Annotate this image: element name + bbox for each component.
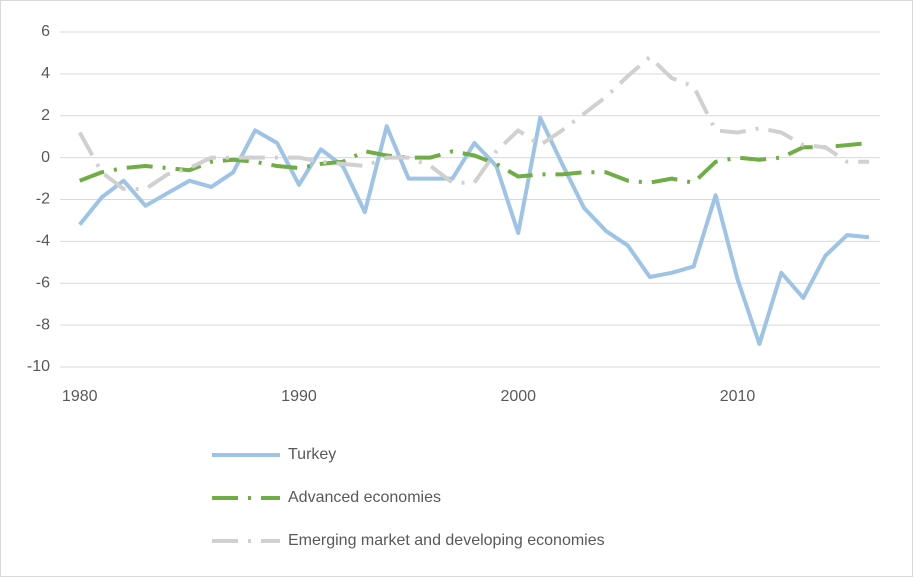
y-tick-label: -2	[36, 191, 50, 208]
x-tick-label: 2000	[500, 388, 536, 405]
y-tick-label: -10	[27, 358, 50, 375]
series-line	[78, 115, 870, 346]
legend-label: Emerging market and developing economies	[288, 532, 605, 549]
y-tick-label: -6	[36, 274, 50, 291]
series-line	[78, 141, 870, 185]
y-tick-label: 0	[41, 149, 50, 166]
y-tick-label: 2	[41, 107, 50, 124]
legend-label: Advanced economies	[288, 489, 441, 506]
series-line	[77, 55, 869, 191]
y-tick-label: 4	[41, 65, 50, 82]
y-tick-label: 6	[41, 23, 50, 40]
x-tick-label: 1980	[62, 388, 98, 405]
y-tick-label: -8	[36, 316, 50, 333]
legend-label: Turkey	[288, 446, 336, 463]
x-tick-label: 1990	[281, 388, 317, 405]
x-tick-label: 2010	[720, 388, 756, 405]
y-tick-label: -4	[36, 233, 50, 250]
